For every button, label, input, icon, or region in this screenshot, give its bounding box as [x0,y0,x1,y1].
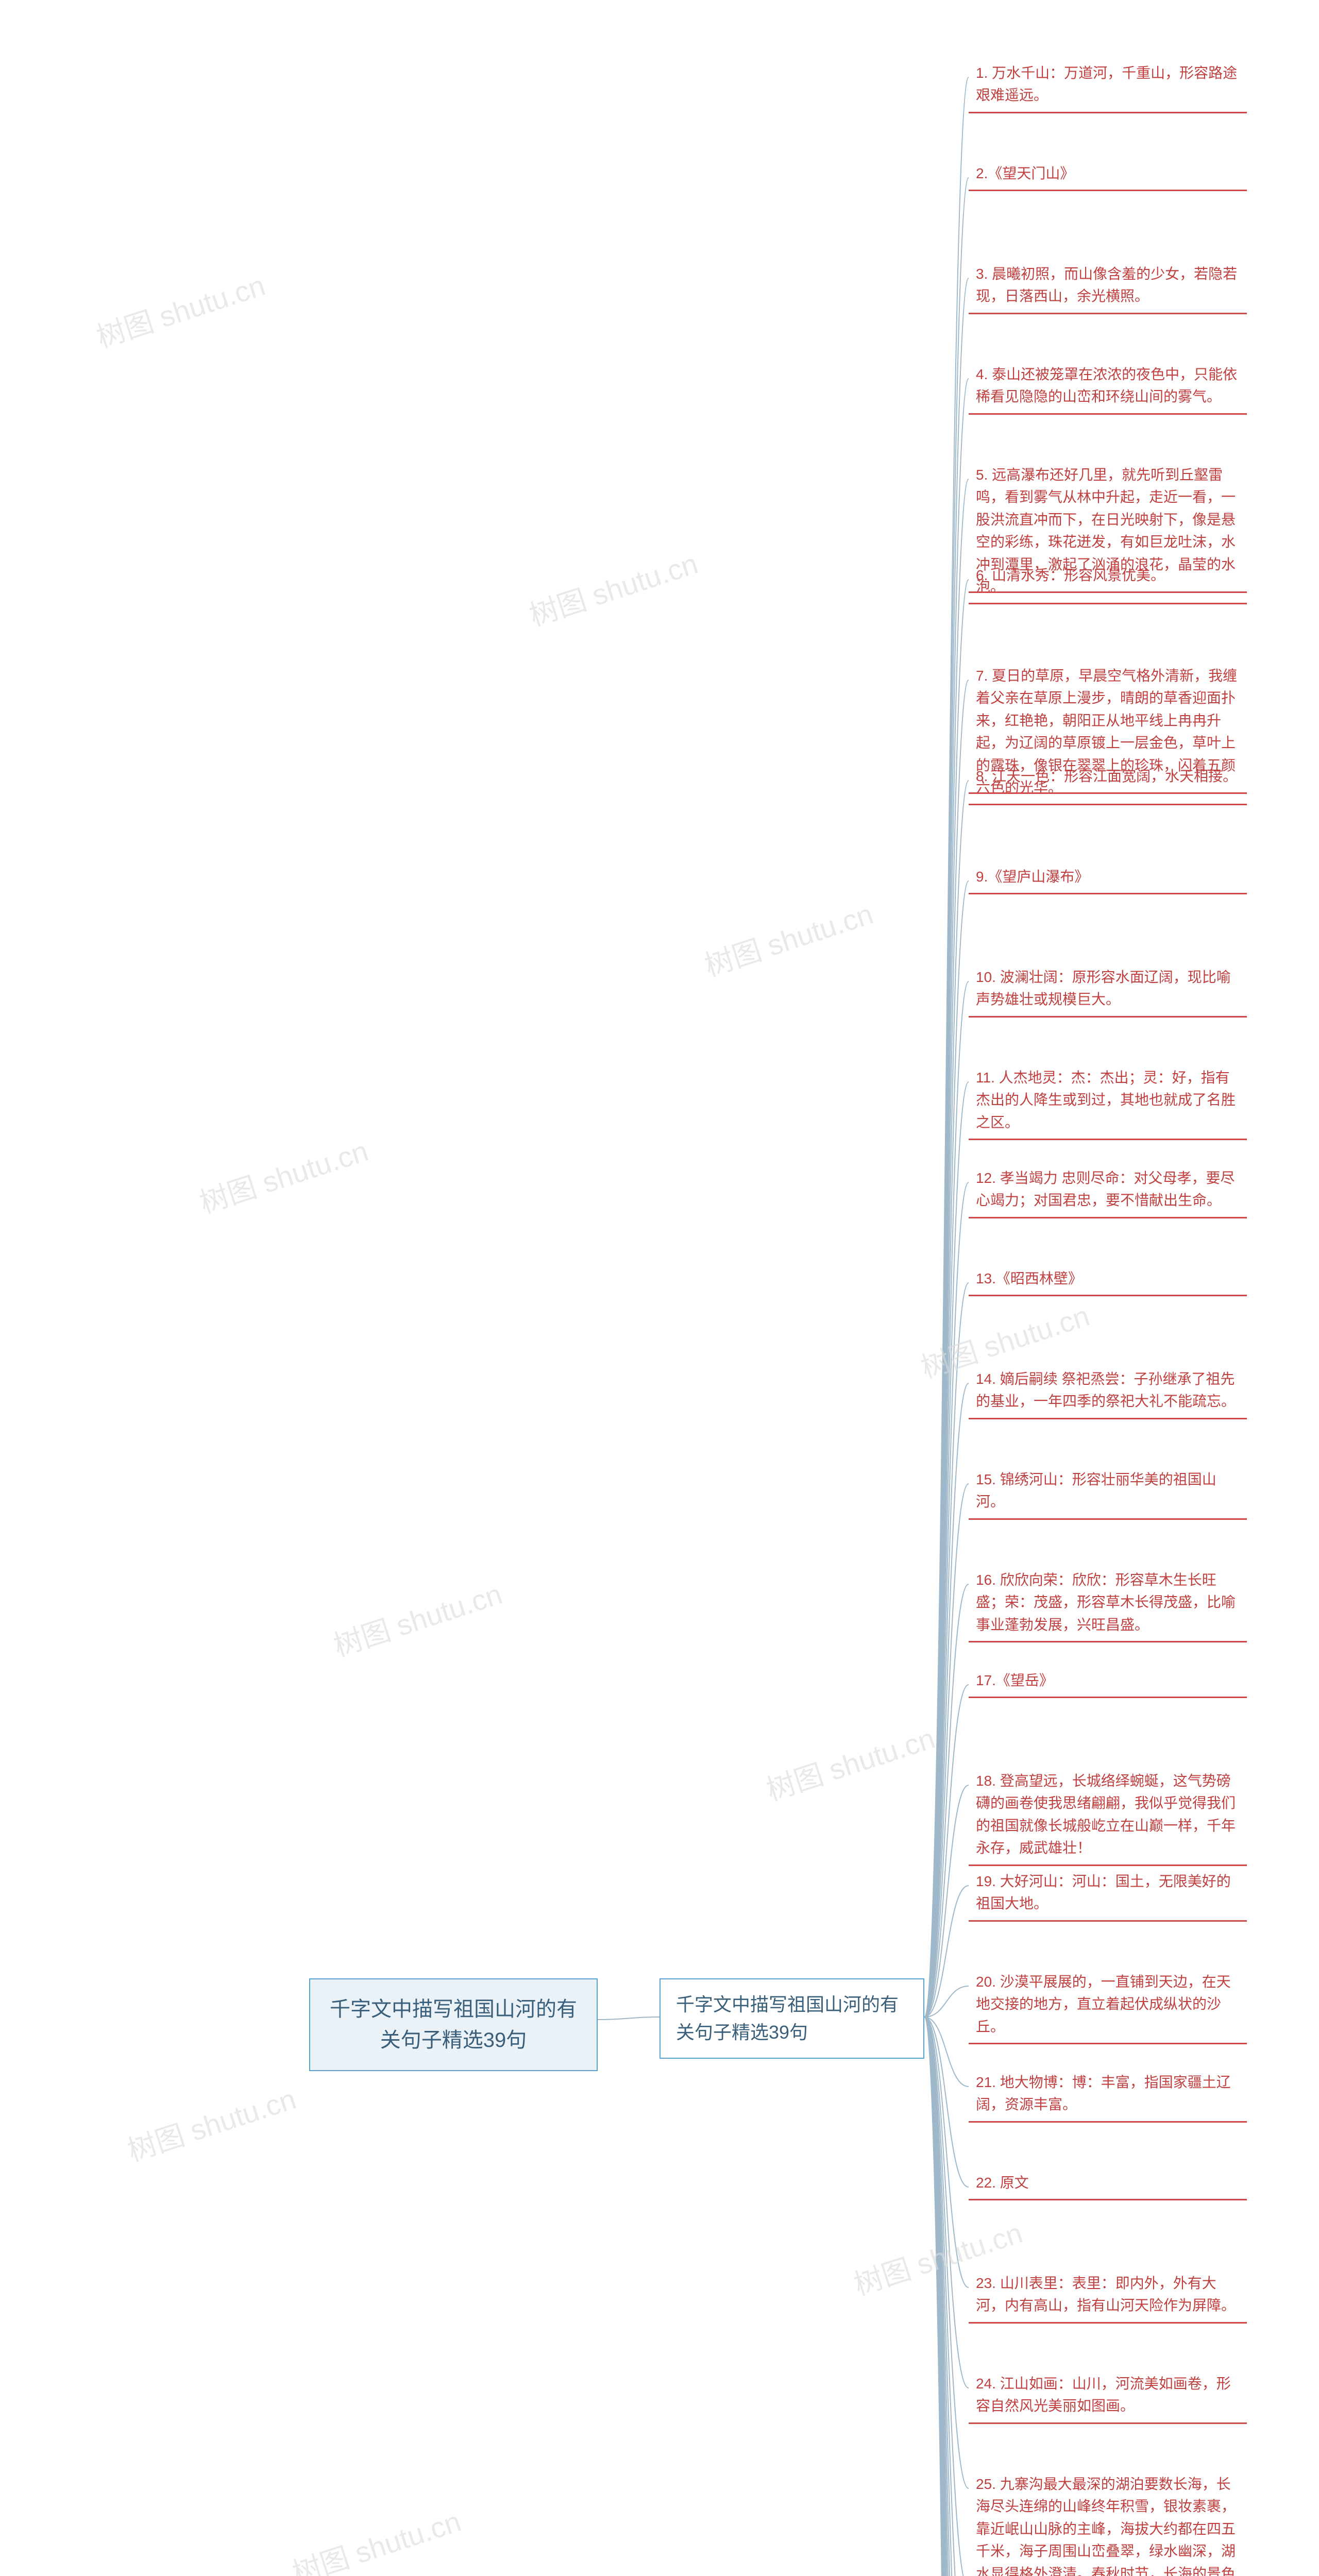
mindmap-canvas: 千字文中描写祖国山河的有关句子精选39句 千字文中描写祖国山河的有关句子精选39… [0,0,1319,2576]
item-node-3[interactable]: 3. 晨曦初照，而山像含羞的少女，若隐若现，日落西山，余光横照。 [969,258,1247,314]
item-node-26[interactable]: 26. 鸟语花香：鸟叫得好听，花开得喷香，形容春天的美好景象。 [969,2568,1247,2576]
item-node-10[interactable]: 10. 波澜壮阔：原形容水面辽阔，现比喻声势雄壮或规模巨大。 [969,961,1247,1018]
item-node-21[interactable]: 21. 地大物博：博：丰富，指国家疆土辽阔，资源丰富。 [969,2066,1247,2123]
item-node-22[interactable]: 22. 原文 [969,2166,1247,2200]
item-node-24[interactable]: 24. 江山如画：山川，河流美如画卷，形容自然风光美丽如图画。 [969,2367,1247,2424]
item-node-8[interactable]: 8. 江天一色：形容江面宽阔，水天相接。 [969,760,1247,794]
item-node-11[interactable]: 11. 人杰地灵：杰：杰出；灵：好，指有杰出的人降生或到过，其地也就成了名胜之区… [969,1061,1247,1140]
item-node-19[interactable]: 19. 大好河山：河山：国土，无限美好的祖国大地。 [969,1865,1247,1922]
root-node[interactable]: 千字文中描写祖国山河的有关句子精选39句 [309,1978,598,2071]
level2-node[interactable]: 千字文中描写祖国山河的有关句子精选39句 [660,1978,924,2059]
item-node-18[interactable]: 18. 登高望远，长城络绎蜿蜒，这气势磅礴的画卷使我思绪翩翩，我似乎觉得我们的祖… [969,1765,1247,1866]
item-node-23[interactable]: 23. 山川表里：表里：即内外，外有大河，内有高山，指有山河天险作为屏障。 [969,2267,1247,2324]
item-node-16[interactable]: 16. 欣欣向荣：欣欣：形容草木生长旺盛；荣：茂盛，形容草木长得茂盛，比喻事业蓬… [969,1564,1247,1642]
item-node-1[interactable]: 1. 万水千山：万道河，千重山，形容路途艰难遥远。 [969,57,1247,113]
item-node-12[interactable]: 12. 孝当竭力 忠则尽命：对父母孝，要尽心竭力；对国君忠，要不惜献出生命。 [969,1162,1247,1218]
item-node-15[interactable]: 15. 锦绣河山：形容壮丽华美的祖国山河。 [969,1463,1247,1520]
item-node-2[interactable]: 2.《望天门山》 [969,157,1247,191]
item-node-25[interactable]: 25. 九寨沟最大最深的湖泊要数长海，长海尽头连绵的山峰终年积雪，银妆素裹，靠近… [969,2468,1247,2576]
item-node-20[interactable]: 20. 沙漠平展展的，一直铺到天边，在天地交接的地方，直立着起伏成纵状的沙丘。 [969,1965,1247,2044]
item-node-6[interactable]: 6. 山清水秀：形容风景优美。 [969,559,1247,593]
item-node-4[interactable]: 4. 泰山还被笼罩在浓浓的夜色中，只能依稀看见隐隐的山峦和环绕山间的雾气。 [969,358,1247,415]
item-node-17[interactable]: 17.《望岳》 [969,1664,1247,1698]
item-node-13[interactable]: 13.《昭西林壁》 [969,1262,1247,1296]
item-node-9[interactable]: 9.《望庐山瀑布》 [969,860,1247,894]
item-node-14[interactable]: 14. 嫡后嗣续 祭祀烝尝：子孙继承了祖先的基业，一年四季的祭祀大礼不能疏忘。 [969,1363,1247,1419]
